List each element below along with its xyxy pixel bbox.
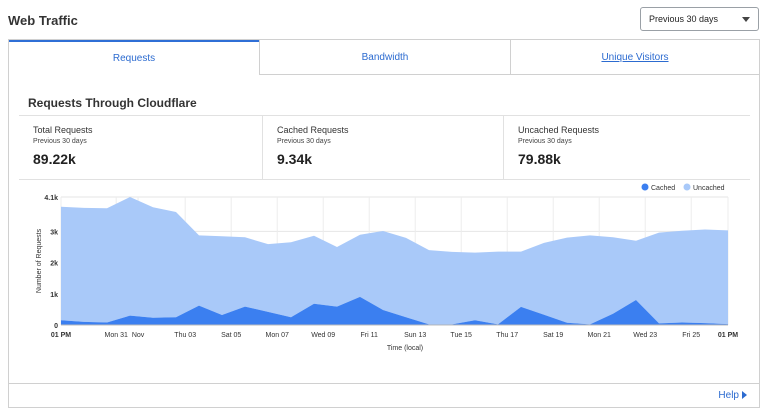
period-select-value: Previous 30 days [649,14,719,24]
x-tick-label: Mon 07 [266,332,289,339]
y-axis-title: Number of Requests [36,228,43,293]
stat-value: 89.22k [33,151,76,167]
uncached-series-area [61,197,728,325]
stat-period: Previous 30 days [518,138,572,145]
chevron-down-icon [742,17,750,22]
page-header-title: Web Traffic [8,13,78,28]
tab-bar: Requests Bandwidth Unique Visitors [9,40,759,75]
x-tick-label: Fri 25 [682,332,700,339]
stat-value: 79.88k [518,151,561,167]
card-footer: Help [9,383,759,408]
x-tick-label: Wed 23 [633,332,657,339]
y-tick-label: 2k [50,261,58,268]
stat-label: Uncached Requests [518,125,600,135]
section-title: Requests Through Cloudflare [28,96,197,110]
stat-label: Total Requests [33,125,93,135]
help-label: Help [718,390,739,401]
period-select[interactable]: Previous 30 days [640,7,759,31]
y-tick-label: 1k [50,292,58,299]
tab-unique-visitors[interactable]: Unique Visitors [510,40,759,75]
caret-right-icon [742,391,747,399]
x-tick-label: 01 PM [718,332,738,339]
x-tick-label: Thu 03 [174,332,196,339]
x-tick-label: Mon 31 [105,332,128,339]
stat-label: Cached Requests [277,125,349,135]
x-tick-label: 01 PM [51,332,71,339]
legend-label-uncached: Uncached [693,185,725,192]
help-link[interactable]: Help [718,390,747,401]
y-tick-label: 4.1k [44,195,58,202]
stat-period: Previous 30 days [33,138,87,145]
traffic-card: Requests Bandwidth Unique Visitors Reque… [8,39,760,408]
x-tick-label: Fri 11 [361,332,378,339]
x-tick-label: Sat 05 [221,332,241,339]
stat-uncached-requests: Uncached Requests Previous 30 days 79.88… [503,116,750,179]
tab-requests[interactable]: Requests [9,40,259,75]
stat-value: 9.34k [277,151,313,167]
x-tick-label: Mon 21 [588,332,611,339]
legend-swatch-cached [641,183,649,191]
tab-bandwidth[interactable]: Bandwidth [259,40,510,75]
x-tick-label: Sat 19 [543,332,563,339]
stat-period: Previous 30 days [277,138,331,145]
x-axis-title: Time (local) [387,345,423,352]
stat-cached-requests: Cached Requests Previous 30 days 9.34k [262,116,503,179]
x-tick-label: Thu 17 [496,332,518,339]
x-tick-label: Sun 13 [404,332,426,339]
x-tick-label: Nov [132,332,145,339]
x-tick-label: Tue 15 [450,332,472,339]
requests-area-chart: 0 1k 2k 3k 4.1k 01 PM Mon 31 Nov Thu 03 Sat 05 Mon… [36,183,738,352]
legend-label-cached: Cached [651,185,675,192]
legend-swatch-uncached [683,183,691,191]
stat-total-requests: Total Requests Previous 30 days 89.22k [19,116,262,179]
requests-chart: 0 1k 2k 3k 4.1k 01 PM Mon 31 Nov Thu 03 Sat 05 Mon… [19,180,750,385]
stats-row: Total Requests Previous 30 days 89.22k C… [19,115,750,180]
y-tick-label: 0 [54,323,58,330]
cached-series-area [61,296,728,325]
y-tick-label: 3k [50,229,58,236]
x-tick-label: Wed 09 [311,332,335,339]
